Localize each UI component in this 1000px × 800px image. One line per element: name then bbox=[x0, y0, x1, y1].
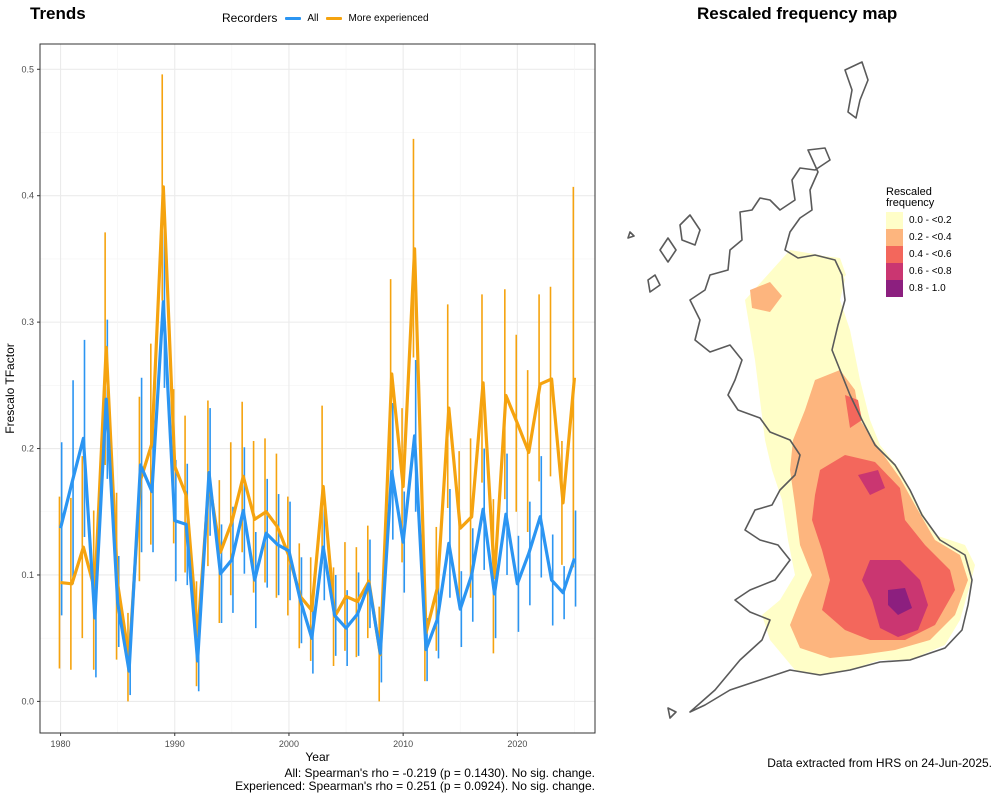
map-legend-swatch bbox=[886, 246, 903, 263]
map-title: Rescaled frequency map bbox=[697, 4, 898, 23]
freq-zone-mid-north bbox=[750, 282, 782, 312]
legend-entry-experienced: More experienced bbox=[348, 12, 429, 24]
map-legend-swatch bbox=[886, 229, 903, 246]
series-legend: Recorders All More experienced bbox=[222, 11, 429, 25]
freq-zone-high-east bbox=[845, 395, 862, 428]
map-legend-item: 0.2 - <0.4 bbox=[886, 229, 956, 246]
map-legend-label: 0.8 - 1.0 bbox=[909, 283, 946, 294]
map-legend-item: 0.4 - <0.6 bbox=[886, 246, 956, 263]
map-legend-swatch bbox=[886, 263, 903, 280]
chart-grid bbox=[40, 44, 595, 733]
trend-statistics: All: Spearman's rho = -0.219 (p = 0.1430… bbox=[235, 767, 595, 793]
x-tick-label: 2020 bbox=[507, 739, 527, 749]
map-legend-label: 0.6 - <0.8 bbox=[909, 266, 952, 277]
axis-ticks: 1980 1990 2000 2010 2020 0.0 0.1 0.2 0.3 0.4 0.5 bbox=[21, 64, 527, 749]
x-tick-label: 1990 bbox=[165, 739, 185, 749]
stats-all: All: Spearman's rho = -0.219 (p = 0.1430… bbox=[284, 766, 595, 780]
freq-zone-top bbox=[888, 588, 912, 615]
x-tick-label: 1980 bbox=[51, 739, 71, 749]
y-tick-label: 0.2 bbox=[21, 444, 34, 454]
y-tick-label: 0.3 bbox=[21, 317, 34, 327]
legend-title: Recorders bbox=[222, 11, 278, 25]
map-legend: Rescaled frequency 0.0 - <0.2 0.2 - <0.4… bbox=[886, 187, 956, 297]
x-tick-label: 2000 bbox=[279, 739, 299, 749]
map-legend-title: Rescaled frequency bbox=[886, 186, 935, 209]
error-bars bbox=[58, 74, 577, 702]
y-tick-label: 0.0 bbox=[21, 696, 34, 706]
series-lines bbox=[59, 185, 577, 673]
trends-chart: 1980 1990 2000 2010 2020 0.0 0.1 0.2 0.3 0.4 0.5 Y… bbox=[3, 43, 596, 764]
legend-entry-all: All bbox=[307, 12, 319, 24]
stats-experienced: Experienced: Spearman's rho = 0.251 (p =… bbox=[235, 779, 595, 793]
gb-frequency-map bbox=[627, 61, 975, 719]
x-tick-label: 2010 bbox=[393, 739, 413, 749]
frequency-fill bbox=[745, 250, 975, 675]
map-legend-label: 0.4 - <0.6 bbox=[909, 249, 952, 260]
y-tick-label: 0.4 bbox=[21, 191, 34, 201]
y-tick-label: 0.1 bbox=[21, 570, 34, 580]
map-legend-item: 0.8 - 1.0 bbox=[886, 280, 956, 297]
plot-frame bbox=[39, 43, 596, 734]
map-legend-label: 0.0 - <0.2 bbox=[909, 215, 952, 226]
x-axis-label: Year bbox=[305, 750, 329, 764]
legend-swatch-experienced bbox=[326, 16, 343, 20]
trends-title: Trends bbox=[30, 4, 86, 23]
map-legend-item: 0.0 - <0.2 bbox=[886, 212, 956, 229]
legend-swatch-all bbox=[285, 16, 302, 20]
map-legend-label: 0.2 - <0.4 bbox=[909, 232, 952, 243]
freq-zone-vhigh-north bbox=[858, 470, 885, 495]
y-tick-label: 0.5 bbox=[21, 64, 34, 74]
y-axis-label: Frescalo TFactor bbox=[3, 343, 17, 433]
series-line bbox=[59, 300, 576, 673]
data-source-note: Data extracted from HRS on 24-Jun-2025. bbox=[767, 756, 992, 770]
map-legend-swatch bbox=[886, 212, 903, 229]
series-line bbox=[60, 185, 577, 661]
map-legend-item: 0.6 - <0.8 bbox=[886, 263, 956, 280]
gb-coastline bbox=[627, 61, 973, 719]
map-legend-swatch bbox=[886, 280, 903, 297]
